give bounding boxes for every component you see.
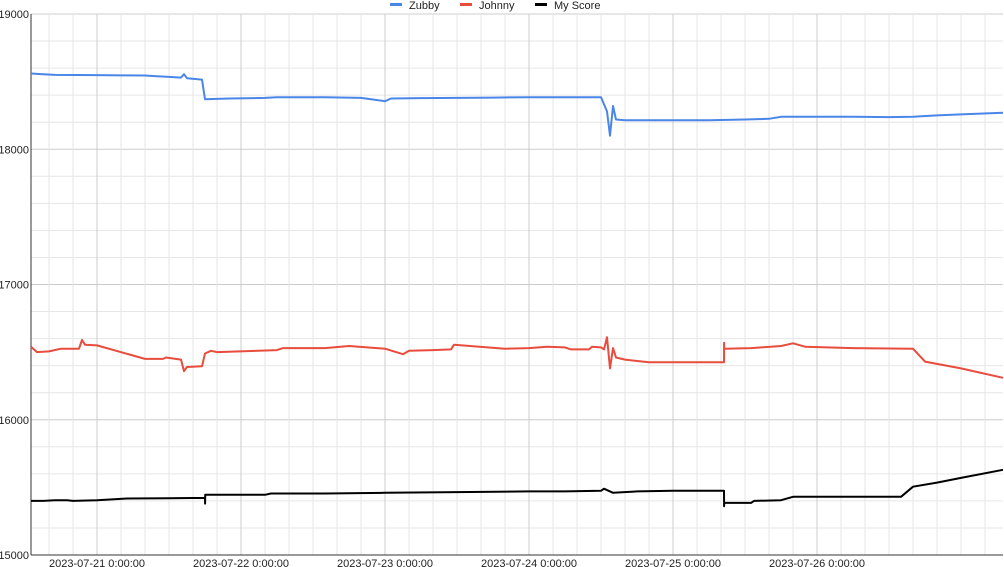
legend-label: My Score <box>554 0 600 12</box>
series-line-johnny <box>30 336 1004 379</box>
legend: Zubby Johnny My Score <box>390 0 600 12</box>
legend-swatch <box>460 3 472 6</box>
axes: 15000 16000 17000 18000 19000 2023-07-21 0:00… <box>0 9 1003 567</box>
x-tick-label: 2023-07-22 0:00:00 <box>193 558 289 567</box>
legend-label: Johnny <box>479 0 515 12</box>
y-tick-label: 17000 <box>0 280 29 292</box>
y-tick-label: 16000 <box>0 415 29 427</box>
x-tick-label: 2023-07-26 0:00:00 <box>769 558 865 567</box>
legend-swatch <box>390 3 402 6</box>
y-tick-label: 15000 <box>0 550 29 562</box>
x-tick-label: 2023-07-25 0:00:00 <box>625 558 721 567</box>
series-line-my-score <box>31 468 1004 508</box>
legend-item-zubby[interactable]: Zubby <box>390 0 440 12</box>
legend-item-johnny[interactable]: Johnny <box>460 0 515 12</box>
y-tick-label: 18000 <box>0 144 29 156</box>
legend-label: Zubby <box>409 0 440 12</box>
series-lines <box>30 72 1004 508</box>
y-tick-label: 19000 <box>0 9 29 21</box>
x-tick-label: 2023-07-23 0:00:00 <box>337 558 433 567</box>
legend-item-my-score[interactable]: My Score <box>535 0 600 12</box>
legend-swatch <box>535 3 547 6</box>
x-tick-label: 2023-07-21 0:00:00 <box>49 558 145 567</box>
series-line-zubby <box>30 72 1004 137</box>
grid-lines <box>31 13 1003 556</box>
x-tick-label: 2023-07-24 0:00:00 <box>481 558 577 567</box>
